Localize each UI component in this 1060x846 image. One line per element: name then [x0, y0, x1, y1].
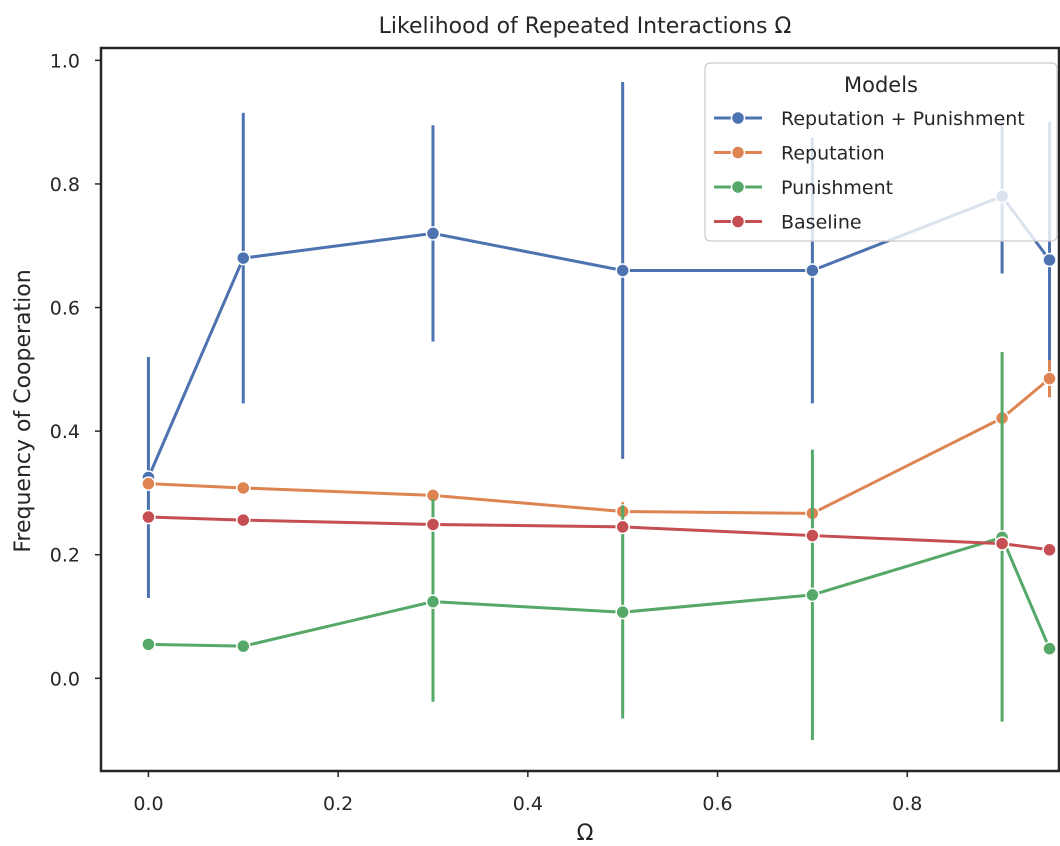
plot-area	[141, 81, 1057, 741]
chart-title: Likelihood of Repeated Interactions Ω	[379, 14, 792, 39]
x-tick-label: 0.6	[702, 793, 732, 815]
legend: Models Reputation + PunishmentReputation…	[704, 62, 1058, 242]
data-point	[236, 250, 251, 266]
x-axis-label: Ω	[577, 821, 594, 846]
data-point	[425, 517, 441, 532]
data-point	[1042, 371, 1057, 386]
legend-item: Baseline	[714, 212, 862, 234]
data-point	[236, 638, 251, 654]
series-baseline	[141, 509, 1057, 558]
series-reputation-punishment	[141, 81, 1057, 598]
data-point	[425, 226, 441, 241]
data-point	[141, 637, 156, 652]
legend-title: Models	[844, 73, 918, 97]
data-point	[236, 512, 251, 528]
data-point	[994, 536, 1010, 551]
data-point	[805, 587, 820, 603]
data-point	[141, 476, 156, 491]
data-point	[805, 528, 820, 543]
legend-label: Baseline	[781, 212, 862, 234]
y-tick-label: 0.8	[50, 174, 80, 196]
legend-marker	[730, 110, 746, 126]
y-tick-labels: 0.0 0.2 0.4 0.6 0.8 1.0	[50, 50, 101, 690]
legend-item: Reputation + Punishment	[714, 108, 1025, 130]
data-point	[141, 509, 156, 525]
data-point	[805, 263, 820, 278]
data-point	[615, 519, 630, 535]
y-tick-label: 0.2	[50, 545, 80, 567]
x-tick-labels: 0.0 0.2 0.4 0.6 0.8	[133, 771, 922, 815]
series-line	[148, 535, 1051, 650]
data-point	[236, 480, 251, 496]
legend-item: Punishment	[714, 177, 893, 199]
plot-frame	[99, 46, 1060, 773]
legend-label: Reputation + Punishment	[781, 108, 1025, 130]
legend-item: Reputation	[714, 143, 885, 165]
y-axis-label: Frequency of Cooperation	[11, 269, 36, 552]
x-tick-label: 0.4	[513, 793, 543, 815]
data-point	[1042, 252, 1057, 268]
legend-marker	[730, 214, 746, 229]
data-point	[1042, 542, 1057, 558]
legend-marker	[730, 145, 746, 160]
legend-label: Reputation	[781, 143, 885, 165]
y-tick-label: 1.0	[50, 50, 80, 72]
y-tick-label: 0.0	[50, 668, 80, 690]
legend-box	[704, 62, 1058, 242]
series-punishment	[141, 352, 1057, 741]
x-tick-label: 0.2	[323, 793, 353, 815]
legend-marker	[730, 179, 746, 195]
data-point	[425, 594, 441, 609]
y-tick-label: 0.4	[50, 421, 80, 443]
x-tick-label: 0.8	[892, 793, 922, 815]
series-line	[148, 377, 1051, 515]
x-tick-label: 0.0	[133, 793, 163, 815]
data-point	[615, 604, 630, 620]
series-reputation	[141, 360, 1057, 521]
data-point	[1042, 641, 1057, 656]
legend-items: Reputation + Punishment Reputation Punishm…	[714, 108, 1025, 234]
legend-label: Punishment	[781, 177, 893, 199]
series-line	[148, 515, 1050, 552]
data-point	[615, 263, 630, 278]
y-tick-label: 0.6	[50, 298, 80, 320]
